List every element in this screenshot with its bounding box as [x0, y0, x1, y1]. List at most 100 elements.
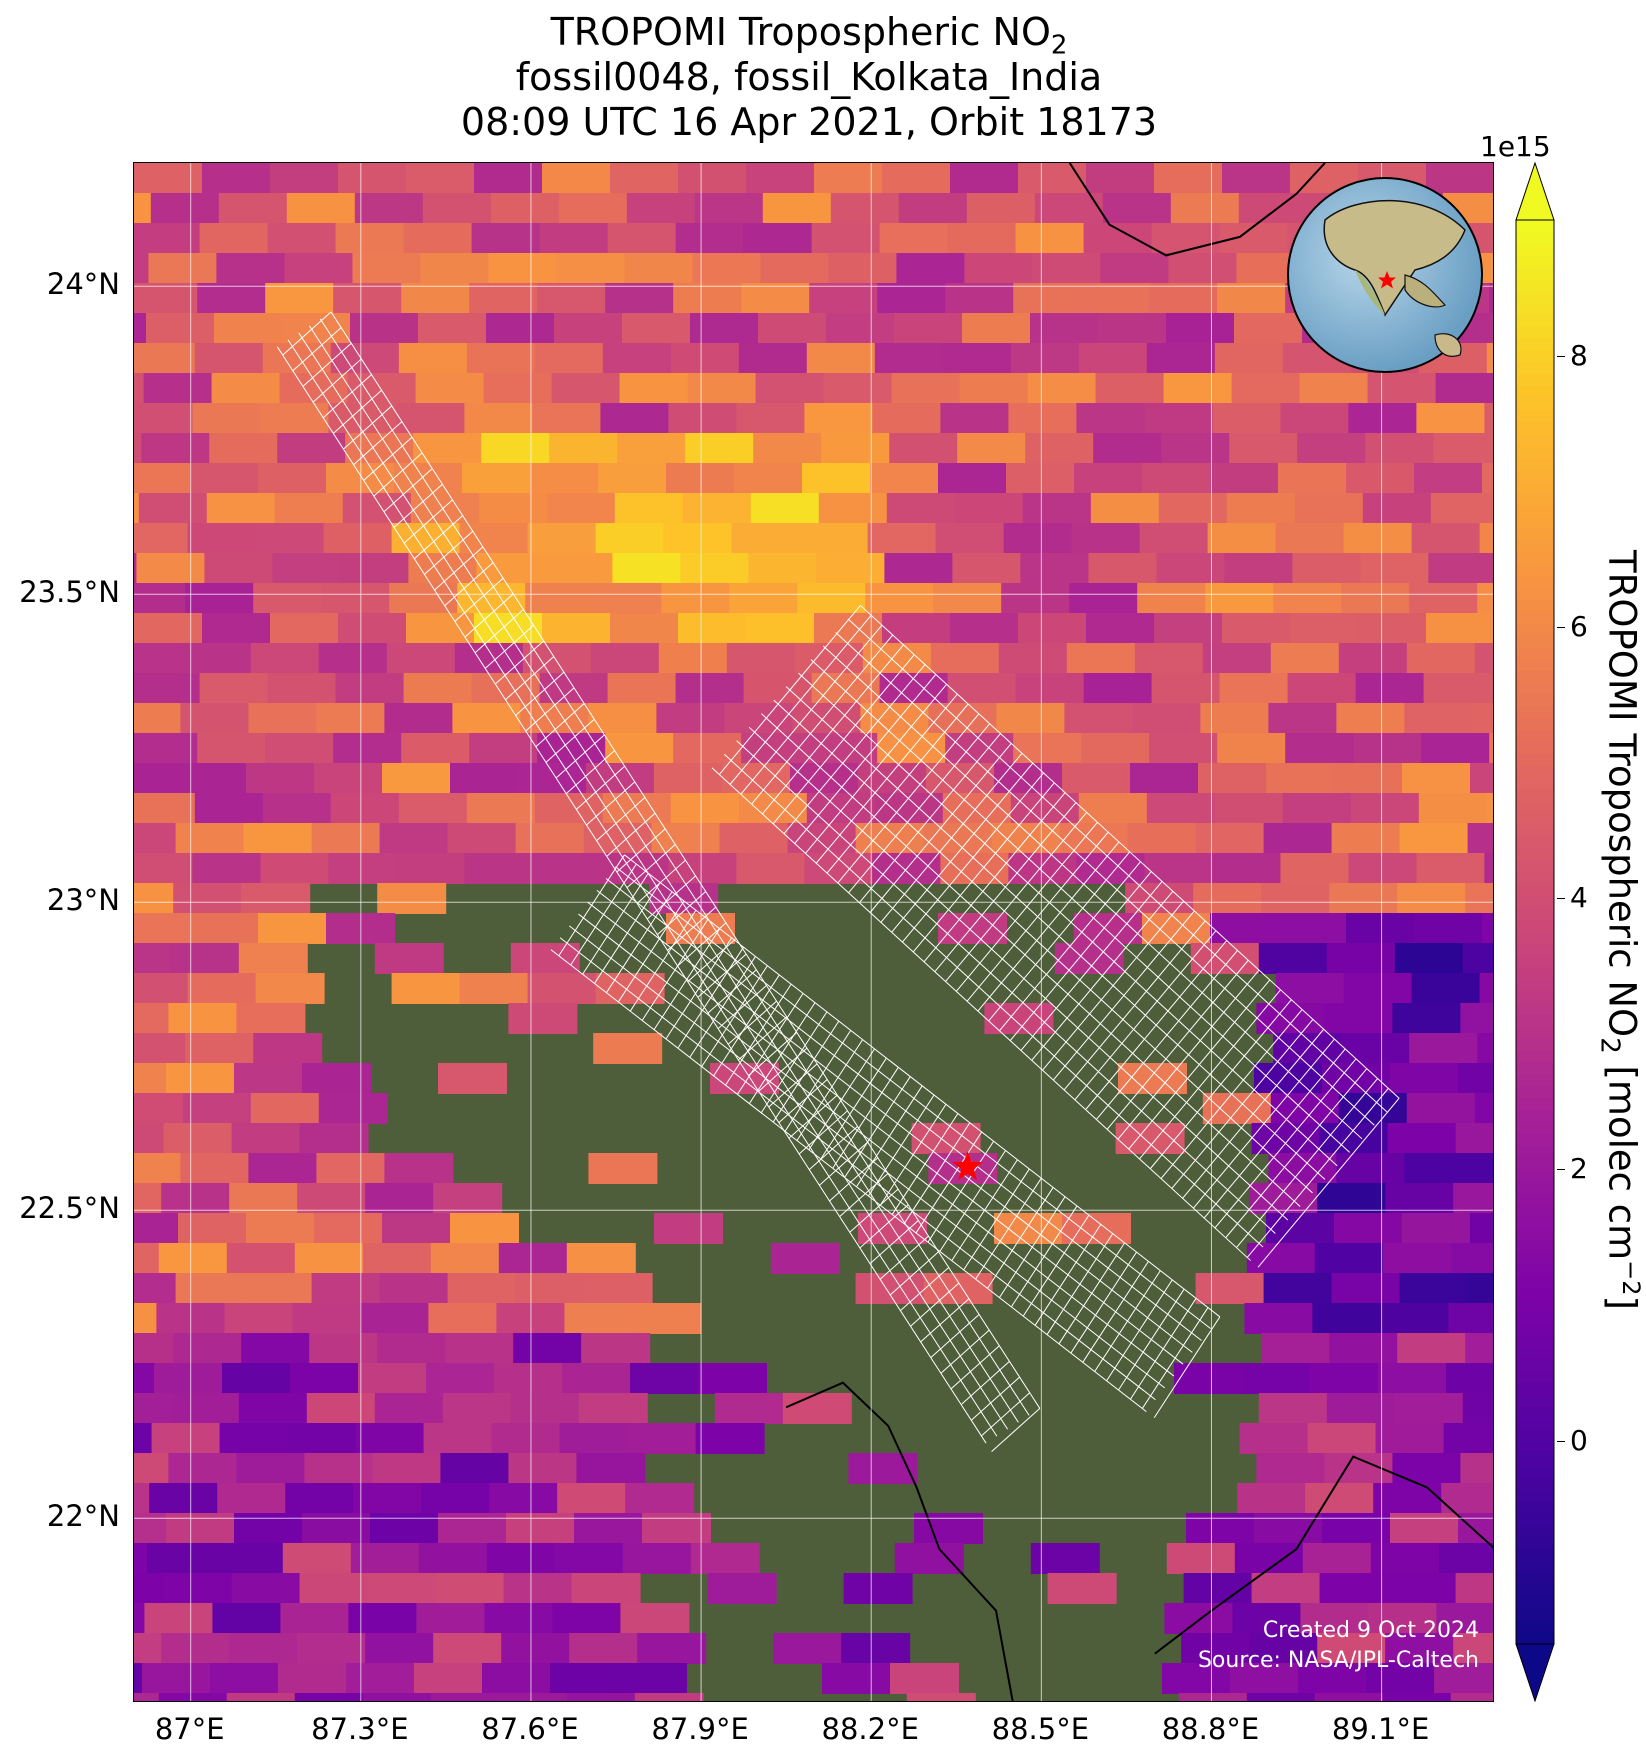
swath-line: [835, 632, 1375, 1126]
no2-pixel: [1380, 1303, 1450, 1334]
no2-pixel: [1382, 1243, 1452, 1274]
no2-pixel: [134, 793, 196, 824]
no2-pixel: [270, 613, 339, 644]
no2-pixel: [746, 613, 815, 644]
no2-pixel: [966, 193, 1036, 224]
no2-pixel: [758, 313, 827, 344]
no2-pixel: [218, 193, 288, 224]
colorbar-segment: [1516, 255, 1554, 269]
no2-pixel: [1406, 643, 1476, 674]
no2-pixel: [175, 1273, 245, 1304]
no2-pixel: [231, 1123, 301, 1154]
no2-pixel: [333, 733, 403, 764]
no2-pixel: [1246, 1693, 1316, 1701]
no2-pixel: [1030, 313, 1099, 344]
no2-pixel: [1076, 403, 1146, 434]
no2-pixel: [1458, 1513, 1493, 1544]
no2-pixel: [595, 523, 665, 554]
no2-pixel: [1229, 433, 1299, 464]
no2-pixel: [1154, 613, 1223, 644]
colorbar-segment: [1516, 777, 1554, 791]
no2-pixel: [418, 1543, 488, 1574]
no2-pixel: [134, 943, 172, 974]
colorbar-segment: [1516, 1193, 1554, 1206]
no2-pixel: [634, 1693, 704, 1701]
no2-pixel: [1322, 1063, 1391, 1094]
colorbar-segment: [1516, 825, 1554, 838]
no2-pixel: [166, 1063, 235, 1094]
colorbar-segment: [1516, 291, 1554, 304]
no2-pixel: [406, 613, 475, 644]
no2-pixel: [1232, 1603, 1302, 1634]
no2-pixel: [809, 733, 879, 764]
no2-pixel: [882, 163, 951, 194]
swath-line: [849, 1188, 899, 1233]
no2-pixel: [1472, 703, 1493, 734]
colorbar-segment: [1516, 1074, 1554, 1088]
colorbar-segment: [1516, 991, 1554, 1004]
no2-pixel: [886, 493, 956, 524]
no2-pixel: [994, 1213, 1063, 1244]
no2-pixel: [1102, 193, 1172, 224]
no2-pixel: [1066, 643, 1136, 674]
swath-line: [810, 659, 1350, 1153]
no2-pixel: [685, 433, 755, 464]
no2-pixel: [1334, 763, 1403, 794]
colorbar-tick-mark: [1557, 1169, 1565, 1171]
no2-pixel: [882, 613, 951, 644]
no2-pixel: [544, 553, 614, 584]
no2-pixel: [818, 493, 888, 524]
no2-pixel: [262, 343, 332, 374]
colorbar-segment: [1516, 1525, 1554, 1538]
colorbar-segment: [1516, 718, 1554, 732]
no2-pixel: [1202, 1093, 1272, 1124]
colorbar-segment: [1516, 1501, 1554, 1515]
no2-pixel: [690, 313, 759, 344]
swath-line: [555, 734, 605, 779]
no2-pixel: [1367, 373, 1437, 404]
swath-line: [822, 645, 1363, 1140]
no2-pixel: [874, 343, 944, 374]
no2-pixel: [1275, 523, 1345, 554]
no2-pixel: [360, 1303, 430, 1334]
no2-pixel: [1015, 673, 1085, 704]
no2-pixel: [447, 823, 517, 854]
no2-pixel: [680, 553, 750, 584]
swath-line: [596, 889, 1193, 1353]
no2-pixel: [806, 343, 876, 374]
swath-line: [568, 925, 1166, 1389]
no2-pixel: [1242, 1363, 1311, 1394]
no2-pixel: [1385, 1633, 1455, 1664]
no2-pixel: [297, 1183, 367, 1214]
no2-pixel: [498, 1243, 568, 1274]
no2-pixel: [510, 943, 580, 974]
no2-pixel: [501, 1633, 571, 1664]
no2-pixel: [1392, 1003, 1462, 1034]
no2-pixel: [814, 163, 883, 194]
no2-pixel: [1158, 493, 1228, 524]
swath-line: [383, 468, 433, 513]
no2-pixel: [741, 733, 811, 764]
no2-pixel: [806, 793, 876, 824]
x-tick-label: 87.6°E: [481, 1712, 579, 1746]
no2-pixel: [571, 1573, 641, 1604]
no2-pixel: [668, 853, 738, 884]
no2-pixel: [348, 1603, 418, 1634]
no2-pixel: [549, 433, 619, 464]
swath-line: [646, 875, 696, 920]
colorbar-segment: [1516, 896, 1554, 910]
swath-line: [454, 577, 504, 622]
no2-pixel: [508, 1003, 578, 1034]
no2-pixel: [238, 943, 308, 974]
no2-pixel: [1409, 583, 1479, 614]
no2-pixel: [413, 433, 483, 464]
no2-pixel: [134, 553, 138, 584]
no2-pixel: [1086, 163, 1155, 194]
swath-line: [1257, 1097, 1400, 1268]
no2-pixel: [1149, 283, 1219, 314]
no2-pixel: [134, 1573, 165, 1604]
map-panel[interactable]: Created 9 Oct 2024 Source: NASA/JPL-Calt…: [133, 162, 1494, 1702]
colorbar-segment: [1516, 433, 1554, 447]
no2-pixel: [610, 613, 679, 644]
no2-pixel: [1477, 1033, 1493, 1064]
